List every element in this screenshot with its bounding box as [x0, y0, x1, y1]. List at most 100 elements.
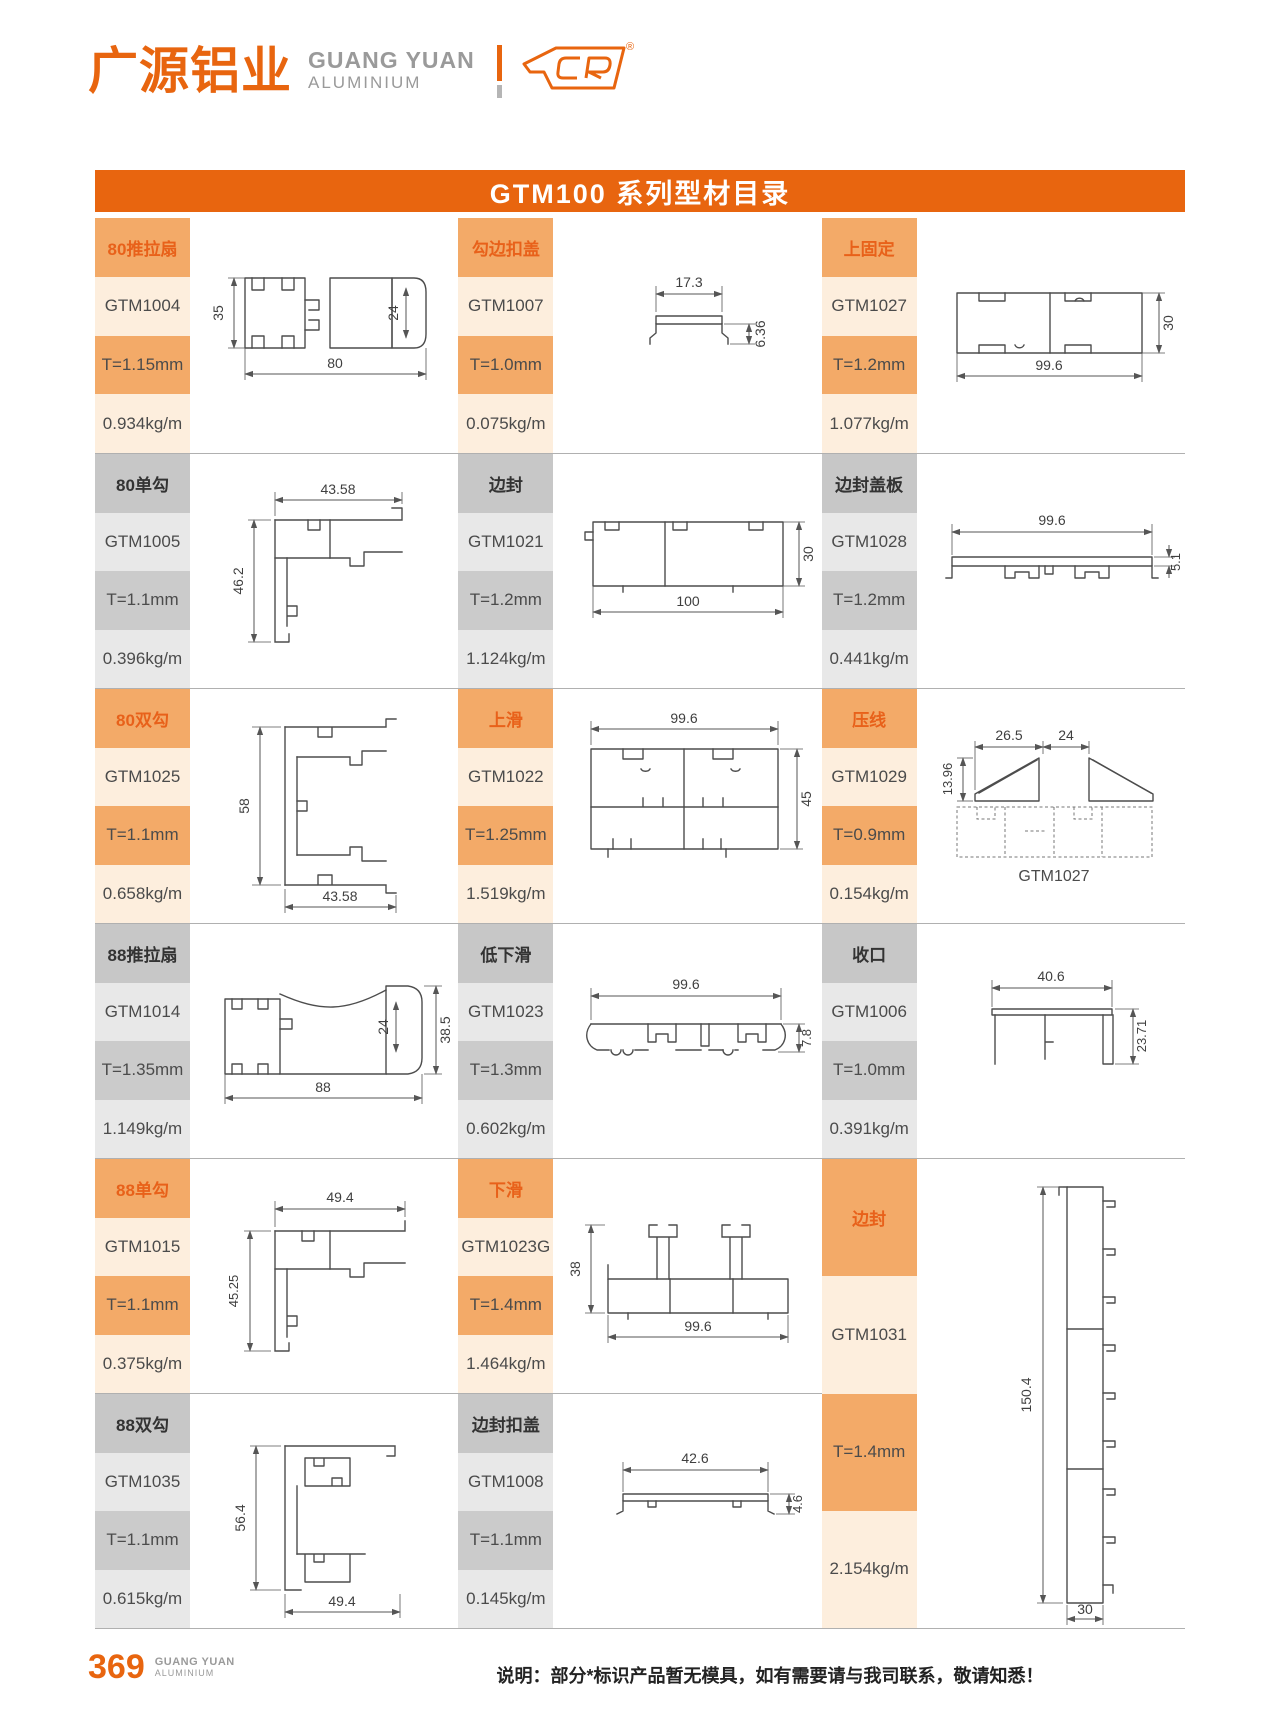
- product-thickness: T=1.15mm: [95, 335, 190, 395]
- brand-english: GUANG YUAN ALUMINIUM: [308, 47, 475, 94]
- product-model: GTM1007: [458, 276, 554, 336]
- product-thickness: T=1.1mm: [95, 806, 190, 865]
- product-model: GTM1008: [458, 1452, 554, 1511]
- dim-label: 49.4: [327, 1189, 354, 1205]
- page-footer: 369 GUANG YUAN ALUMINIUM: [88, 1650, 235, 1684]
- product-model: GTM1023G: [458, 1217, 554, 1276]
- product-name: 88单勾: [95, 1159, 190, 1218]
- page-header: 广源铝业 GUANG YUAN ALUMINIUM ®: [88, 38, 638, 104]
- product-name: 收口: [821, 924, 917, 983]
- product-model: GTM1028: [821, 512, 917, 571]
- product-card-gtm1035: 88双勾 GTM1035 T=1.1mm 0.615kg/m 56.4 49.4: [95, 1393, 459, 1628]
- product-name: 边封盖板: [821, 454, 917, 513]
- profile-drawing-gtm1028: 99.6 5.1: [917, 454, 1185, 688]
- profile-drawing-gtm1008: 42.6 4.6: [553, 1394, 821, 1628]
- product-card-gtm1023g: 下滑 GTM1023G T=1.4mm 1.464kg/m 38 99.6: [458, 1158, 822, 1393]
- product-weight: 0.615kg/m: [95, 1569, 190, 1628]
- brand-english-sub: ALUMINIUM: [308, 73, 422, 93]
- dim-label: 99.6: [685, 1318, 712, 1334]
- dim-label: 24: [1058, 727, 1074, 743]
- product-name: 80单勾: [95, 454, 190, 513]
- header-divider: [496, 44, 502, 98]
- product-card-gtm1014: 88推拉扇 GTM1014 T=1.35mm 1.149kg/m 88 24 3…: [95, 923, 459, 1158]
- product-model: GTM1031: [821, 1276, 917, 1394]
- product-weight: 0.602kg/m: [458, 1099, 554, 1158]
- label-column: 88双勾 GTM1035 T=1.1mm 0.615kg/m: [95, 1394, 190, 1628]
- product-name: 80双勾: [95, 689, 190, 748]
- product-weight: 0.658kg/m: [95, 864, 190, 923]
- product-card-gtm1022: 上滑 GTM1022 T=1.25mm 1.519kg/m 99.6 45: [458, 688, 822, 923]
- dim-label: 24: [385, 305, 401, 321]
- profile-drawing-gtm1027: 99.6 30: [917, 218, 1185, 453]
- brand-chinese: 广源铝业: [88, 43, 292, 99]
- product-name: 勾边扣盖: [458, 218, 554, 277]
- product-name: 下滑: [458, 1159, 554, 1218]
- profile-drawing-gtm1025: 58 43.58: [190, 689, 458, 923]
- product-name: 80推拉扇: [95, 218, 190, 277]
- product-thickness: T=1.4mm: [821, 1393, 917, 1511]
- dim-label: 46.2: [230, 567, 246, 594]
- product-card-gtm1007: 勾边扣盖 GTM1007 T=1.0mm 0.075kg/m 17.3 6.36: [458, 218, 821, 453]
- product-weight: 1.519kg/m: [458, 864, 554, 923]
- profile-drawing-gtm1005: 43.58 46.2: [190, 454, 458, 688]
- label-column: 88单勾 GTM1015 T=1.1mm 0.375kg/m: [95, 1159, 190, 1393]
- dim-label: 88: [315, 1079, 331, 1095]
- page-number: 369: [88, 1648, 145, 1686]
- dim-label: 80: [327, 355, 343, 371]
- dim-label: 40.6: [1037, 968, 1064, 984]
- product-thickness: T=1.0mm: [458, 335, 554, 395]
- profile-drawing-gtm1015: 49.4 45.25: [190, 1159, 458, 1393]
- label-column: 压线 GTM1029 T=0.9mm 0.154kg/m: [821, 689, 917, 923]
- product-name: 88双勾: [95, 1394, 190, 1453]
- dim-label: 7.8: [799, 1028, 814, 1046]
- product-model: GTM1022: [458, 747, 554, 806]
- dim-label: 17.3: [676, 274, 703, 290]
- product-weight: 0.934kg/m: [95, 394, 190, 453]
- dim-label: 99.6: [671, 710, 698, 726]
- product-thickness: T=1.1mm: [95, 571, 190, 630]
- product-thickness: T=0.9mm: [821, 806, 917, 865]
- product-model: GTM1035: [95, 1452, 190, 1511]
- cr-logo-icon: ®: [522, 41, 634, 90]
- dim-label: 35: [210, 305, 226, 321]
- dim-label: 30: [1077, 1601, 1093, 1617]
- product-card-gtm1029: 压线 GTM1029 T=0.9mm 0.154kg/m 26.5 24 13.…: [821, 688, 1185, 923]
- product-name: 上固定: [821, 218, 917, 277]
- product-model: GTM1029: [821, 747, 917, 806]
- label-column: 边封扣盖 GTM1008 T=1.1mm 0.145kg/m: [458, 1394, 554, 1628]
- profile-catalog-grid: 80推拉扇 GTM1004 T=1.15mm 0.934kg/m 35 80 2…: [95, 218, 1185, 1629]
- dim-label: 42.6: [682, 1450, 709, 1466]
- label-column: 88推拉扇 GTM1014 T=1.35mm 1.149kg/m: [95, 924, 190, 1158]
- dim-label: 4.6: [790, 1494, 805, 1512]
- product-weight: 0.145kg/m: [458, 1569, 554, 1628]
- product-model: GTM1015: [95, 1217, 190, 1276]
- footer-brand: GUANG YUAN ALUMINIUM: [155, 1656, 235, 1678]
- series-title: GTM100 系列型材目录: [489, 178, 791, 209]
- product-thickness: T=1.2mm: [821, 335, 917, 395]
- label-column: 下滑 GTM1023G T=1.4mm 1.464kg/m: [458, 1159, 554, 1393]
- dim-label: 24: [375, 1019, 391, 1035]
- dim-label: 38.5: [437, 1016, 453, 1043]
- product-weight: 0.154kg/m: [821, 864, 917, 923]
- product-model: GTM1023: [458, 982, 554, 1041]
- dim-label: 26.5: [995, 727, 1022, 743]
- product-model: GTM1025: [95, 747, 190, 806]
- dim-label: 56.4: [232, 1504, 248, 1531]
- product-thickness: T=1.4mm: [458, 1276, 554, 1335]
- label-column: 上固定 GTM1027 T=1.2mm 1.077kg/m: [821, 218, 917, 453]
- profile-drawing-gtm1004: 35 80 24: [190, 218, 458, 453]
- product-weight: 1.124kg/m: [458, 629, 554, 688]
- profile-drawing-gtm1021: 100 30: [553, 454, 821, 688]
- dim-label: 99.6: [1038, 512, 1065, 528]
- product-card-gtm1015: 88单勾 GTM1015 T=1.1mm 0.375kg/m 49.4 45.2…: [95, 1158, 459, 1393]
- dim-label: 45.25: [226, 1274, 241, 1307]
- product-card-gtm1023: 低下滑 GTM1023 T=1.3mm 0.602kg/m 99.6 7.8: [458, 923, 822, 1158]
- registered-mark: ®: [626, 41, 634, 53]
- dim-label: 23.71: [1134, 1019, 1149, 1052]
- product-weight: 1.149kg/m: [95, 1099, 190, 1158]
- product-thickness: T=1.0mm: [821, 1041, 917, 1100]
- dim-label: 45: [798, 791, 814, 807]
- profile-drawing-gtm1029: 26.5 24 13.96 GTM1027: [917, 689, 1185, 923]
- product-card-gtm1028: 边封盖板 GTM1028 T=1.2mm 0.441kg/m 99.6 5.1: [821, 453, 1185, 688]
- product-weight: 1.077kg/m: [821, 394, 917, 453]
